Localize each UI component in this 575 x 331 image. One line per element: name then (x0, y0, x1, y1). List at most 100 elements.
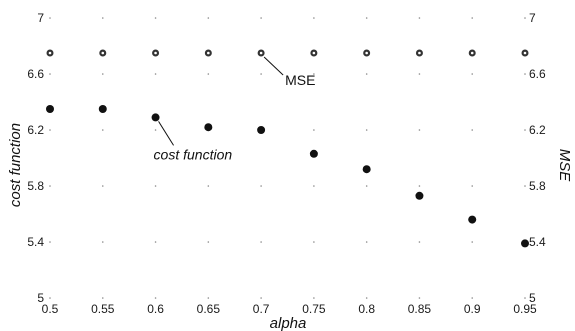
grid (49, 17, 526, 299)
grid-dot (471, 297, 474, 299)
cost-function-annotation-leader (158, 121, 174, 146)
grid-dot (260, 185, 262, 187)
cost-function-point (309, 149, 318, 158)
x-tick-label: 0.75 (302, 302, 326, 316)
cost-function-point (468, 215, 477, 224)
grid-dot (313, 17, 315, 19)
mse-point-center (259, 51, 263, 55)
grid-dot (154, 17, 157, 19)
grid-dot (471, 129, 474, 131)
grid-dot (524, 185, 526, 187)
grid-dot (418, 297, 421, 299)
grid-dot (418, 17, 421, 19)
grid-dot (49, 129, 51, 131)
grid-dot (524, 17, 526, 19)
grid-dot (207, 17, 210, 19)
grid-dot (365, 73, 368, 75)
grid-dot (207, 241, 210, 243)
left-tick-label: 6.2 (27, 123, 44, 137)
grid-dot (524, 73, 526, 75)
grid-dot (365, 17, 368, 19)
mse-annotation-leader (263, 56, 284, 76)
grid-dot (260, 241, 262, 243)
grid-dot (471, 73, 474, 75)
right-tick-label: 6.2 (529, 123, 546, 137)
grid-dot (471, 241, 474, 243)
x-tick-label: 0.6 (147, 302, 164, 316)
x-axis-ticks: 0.5 0.55 0.6 0.65 0.7 0.75 0.8 0.85 0.9 0.95 (42, 302, 537, 316)
x-tick-label: 0.7 (253, 302, 270, 316)
grid-dot (101, 17, 104, 19)
x-tick-label: 0.5 (42, 302, 59, 316)
cost-function-point (521, 239, 529, 248)
x-tick-label: 0.65 (197, 302, 221, 316)
x-tick-label: 0.95 (513, 302, 537, 316)
cost-function-point (204, 123, 213, 132)
mse-annotation: MSE (285, 72, 315, 88)
grid-dot (418, 73, 421, 75)
x-axis-label: alpha (270, 315, 307, 331)
left-axis-ticks: 5 5.4 5.8 6.2 6.6 7 (27, 11, 44, 305)
cost-function-point (46, 105, 54, 113)
grid-dot (101, 297, 104, 299)
grid-dot (418, 129, 421, 131)
x-tick-label: 0.9 (464, 302, 481, 316)
right-tick-label: 5 (529, 291, 536, 305)
grid-dot (313, 241, 315, 243)
grid-dot (49, 185, 51, 187)
right-tick-label: 5.8 (529, 179, 546, 193)
grid-dot (207, 185, 210, 187)
grid-dot (418, 241, 421, 243)
grid-dot (524, 297, 526, 299)
grid-dot (471, 17, 474, 19)
right-axis-ticks: 5 5.4 5.8 6.2 6.6 7 (529, 11, 546, 305)
left-axis-label: cost function (7, 123, 24, 207)
right-tick-label: 5.4 (529, 235, 546, 249)
grid-dot (101, 241, 104, 243)
right-tick-label: 6.6 (529, 67, 546, 81)
grid-dot (207, 73, 210, 75)
series-mse (46, 49, 529, 57)
left-tick-label: 5.4 (27, 235, 44, 249)
cost-function-point (362, 165, 371, 174)
grid-dot (101, 73, 104, 75)
grid-dot (313, 73, 315, 75)
grid-dot (154, 297, 157, 299)
left-tick-label: 7 (37, 11, 44, 25)
grid-dot (49, 241, 51, 243)
grid-dot (49, 73, 51, 75)
grid-dot (313, 129, 315, 131)
grid-dot (154, 185, 157, 187)
grid-dot (101, 185, 104, 187)
right-axis-label: MSE (556, 149, 573, 183)
x-tick-label: 0.8 (358, 302, 375, 316)
grid-dot (418, 185, 421, 187)
right-tick-label: 7 (529, 11, 536, 25)
grid-dot (365, 241, 368, 243)
cost-function-point (98, 105, 107, 113)
left-tick-label: 5 (37, 291, 44, 305)
grid-dot (154, 241, 157, 243)
annotations: MSE cost function (154, 56, 315, 162)
grid-dot (471, 185, 474, 187)
mse-point-center (365, 51, 368, 55)
grid-dot (313, 297, 315, 299)
left-tick-label: 5.8 (27, 179, 44, 193)
mse-point-center (48, 51, 52, 55)
mse-point-center (101, 51, 105, 55)
mse-point-center (523, 51, 527, 55)
grid-dot (49, 297, 51, 299)
cost-function-annotation: cost function (154, 146, 233, 162)
grid-dot (365, 129, 368, 131)
mse-point-center (470, 51, 474, 55)
mse-point-center (154, 51, 157, 55)
left-tick-label: 6.6 (27, 67, 44, 81)
grid-dot (154, 129, 157, 131)
grid-dot (260, 73, 262, 75)
grid-dot (313, 185, 315, 187)
x-tick-label: 0.55 (91, 302, 115, 316)
grid-dot (49, 17, 51, 19)
x-tick-label: 0.85 (408, 302, 432, 316)
grid-dot (365, 185, 368, 187)
